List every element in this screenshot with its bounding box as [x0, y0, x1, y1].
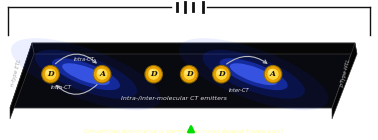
Circle shape: [185, 70, 189, 74]
Ellipse shape: [220, 58, 288, 90]
Ellipse shape: [179, 38, 328, 110]
Ellipse shape: [52, 58, 120, 90]
Circle shape: [94, 67, 110, 82]
Text: D: D: [186, 70, 192, 78]
Text: Intra-CT: Intra-CT: [51, 85, 71, 90]
Ellipse shape: [230, 63, 277, 85]
Text: p-Type HTL: p-Type HTL: [339, 58, 351, 88]
Circle shape: [145, 66, 162, 83]
Ellipse shape: [62, 63, 110, 85]
Circle shape: [217, 69, 226, 79]
Text: D: D: [150, 70, 157, 78]
Text: A: A: [270, 70, 276, 78]
Circle shape: [43, 67, 58, 82]
Ellipse shape: [203, 50, 305, 99]
Circle shape: [182, 67, 197, 82]
Circle shape: [97, 69, 107, 79]
Circle shape: [46, 69, 55, 79]
Circle shape: [149, 69, 158, 79]
Ellipse shape: [35, 50, 137, 99]
Text: Intra-CT: Intra-CT: [74, 57, 95, 62]
Polygon shape: [332, 43, 357, 119]
Circle shape: [46, 70, 51, 74]
Polygon shape: [10, 43, 355, 108]
Text: Intra-/inter-molecular CT emitters: Intra-/inter-molecular CT emitters: [121, 96, 227, 101]
Polygon shape: [32, 43, 357, 54]
Circle shape: [181, 66, 198, 83]
Circle shape: [93, 66, 111, 83]
Circle shape: [184, 69, 194, 79]
Text: Conventional fluorescence or thermally activated delayed fluorescence?: Conventional fluorescence or thermally a…: [84, 130, 282, 135]
Circle shape: [214, 67, 229, 82]
Text: Inter-CT: Inter-CT: [229, 88, 250, 93]
Circle shape: [264, 66, 282, 83]
Circle shape: [213, 66, 230, 83]
Circle shape: [269, 70, 273, 74]
Circle shape: [265, 67, 280, 82]
Circle shape: [217, 70, 222, 74]
Text: D: D: [47, 70, 54, 78]
Ellipse shape: [11, 38, 161, 110]
Text: A: A: [99, 70, 105, 78]
Text: D: D: [218, 70, 225, 78]
Text: n-type ETL: n-type ETL: [10, 59, 22, 87]
Polygon shape: [10, 43, 34, 119]
Circle shape: [268, 69, 278, 79]
Circle shape: [146, 67, 161, 82]
Circle shape: [149, 70, 154, 74]
Circle shape: [42, 66, 59, 83]
Circle shape: [98, 70, 102, 74]
